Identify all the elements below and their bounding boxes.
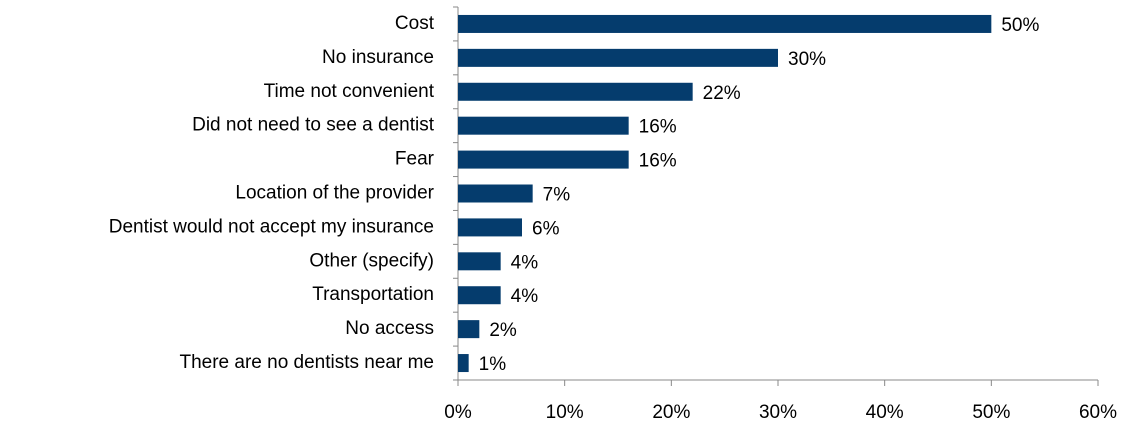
value-label: 22% (703, 83, 741, 104)
value-label: 16% (639, 151, 677, 172)
y-tick-label: No insurance (322, 47, 434, 68)
bar (458, 218, 522, 237)
x-tick-label: 20% (652, 402, 690, 423)
x-tick-label: 50% (972, 402, 1010, 423)
bar (458, 252, 501, 271)
value-label: 4% (511, 286, 539, 307)
value-label: 16% (639, 117, 677, 138)
value-label: 6% (532, 218, 560, 239)
x-tick-label: 10% (546, 402, 584, 423)
y-tick-label: Other (specify) (309, 250, 434, 271)
bar (458, 150, 629, 169)
bar (458, 116, 629, 135)
y-tick-label: No access (345, 318, 434, 339)
y-tick-label: Transportation (312, 284, 434, 305)
x-tick-label: 30% (759, 402, 797, 423)
y-tick-label: Dentist would not accept my insurance (109, 216, 434, 237)
y-tick-label: Fear (395, 149, 435, 170)
x-tick-label: 0% (444, 402, 472, 423)
value-label: 2% (489, 320, 517, 341)
y-tick-label: Did not need to see a dentist (192, 115, 435, 136)
x-tick-label: 60% (1079, 402, 1117, 423)
bar (458, 14, 992, 33)
y-tick-label: There are no dentists near me (179, 352, 434, 373)
bar (458, 354, 469, 373)
bar (458, 82, 693, 101)
value-label: 7% (543, 185, 571, 206)
value-label: 4% (511, 252, 539, 273)
bar (458, 320, 480, 339)
value-label: 30% (788, 49, 826, 70)
y-tick-label: Time not convenient (264, 81, 435, 102)
bar (458, 184, 533, 203)
bar (458, 286, 501, 305)
bar (458, 48, 778, 67)
value-label: 1% (479, 354, 507, 375)
y-tick-label: Location of the provider (235, 183, 434, 204)
value-label: 50% (1001, 15, 1039, 36)
x-tick-label: 40% (866, 402, 904, 423)
y-tick-label: Cost (395, 13, 435, 34)
